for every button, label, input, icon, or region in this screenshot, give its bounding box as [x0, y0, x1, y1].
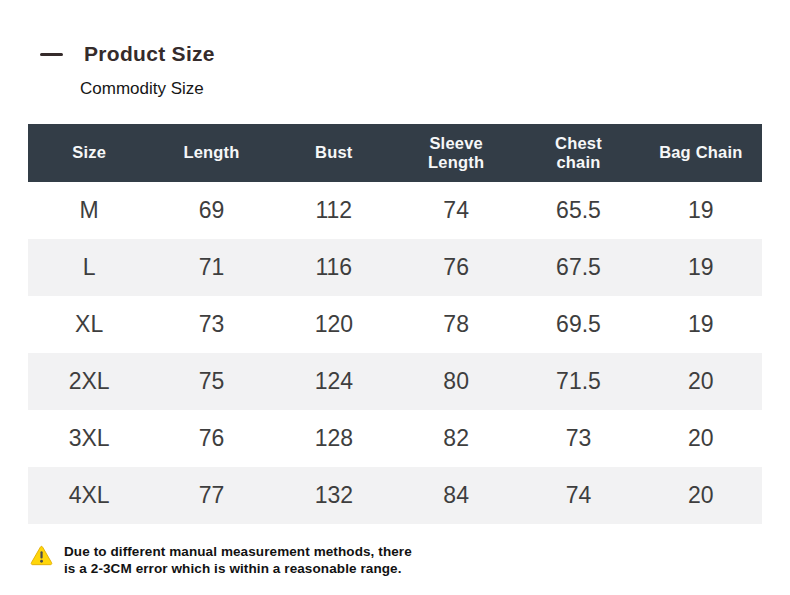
table-row-2xl: 2XL 75 124 80 71.5 20: [28, 353, 762, 410]
cell-bust: 116: [273, 239, 395, 296]
cell-chest-chain: 69.5: [517, 296, 639, 353]
cell-bust: 120: [273, 296, 395, 353]
measurement-disclaimer: Due to different manual measurement meth…: [30, 544, 790, 578]
table-row-m: M 69 112 74 65.5 19: [28, 182, 762, 239]
size-table: Size Length Bust Sleeve Length Chest cha…: [28, 124, 762, 524]
size-table-body: M 69 112 74 65.5 19 L 71 116 76 67.5 19 …: [28, 182, 762, 524]
section-title-row: Product Size: [40, 42, 790, 66]
cell-chest-chain: 73: [517, 410, 639, 467]
page-title: Product Size: [84, 42, 215, 66]
size-chart-page: Product Size Commodity Size Size Length …: [0, 42, 790, 595]
cell-chest-chain: 65.5: [517, 182, 639, 239]
cell-length: 69: [150, 182, 272, 239]
table-row-l: L 71 116 76 67.5 19: [28, 239, 762, 296]
page-subtitle: Commodity Size: [80, 79, 790, 99]
cell-bag-chain: 20: [640, 410, 762, 467]
cell-bag-chain: 20: [640, 467, 762, 524]
table-row-xl: XL 73 120 78 69.5 19: [28, 296, 762, 353]
disclaimer-line-1: Due to different manual measurement meth…: [64, 544, 412, 559]
cell-size: 4XL: [28, 467, 150, 524]
column-header-bust: Bust: [273, 124, 395, 182]
cell-bag-chain: 19: [640, 296, 762, 353]
cell-sleeve-length: 82: [395, 410, 517, 467]
cell-sleeve-length: 76: [395, 239, 517, 296]
cell-size: XL: [28, 296, 150, 353]
column-header-chest-chain: Chest chain: [517, 124, 639, 182]
cell-chest-chain: 74: [517, 467, 639, 524]
cell-length: 71: [150, 239, 272, 296]
cell-length: 77: [150, 467, 272, 524]
cell-length: 76: [150, 410, 272, 467]
cell-bag-chain: 20: [640, 353, 762, 410]
cell-size: M: [28, 182, 150, 239]
cell-chest-chain: 67.5: [517, 239, 639, 296]
cell-bust: 112: [273, 182, 395, 239]
cell-sleeve-length: 78: [395, 296, 517, 353]
cell-sleeve-length: 84: [395, 467, 517, 524]
disclaimer-text: Due to different manual measurement meth…: [64, 544, 412, 578]
cell-length: 75: [150, 353, 272, 410]
cell-bust: 132: [273, 467, 395, 524]
disclaimer-line-2: is a 2-3CM error which is within a reaso…: [64, 561, 402, 576]
table-row-4xl: 4XL 77 132 84 74 20: [28, 467, 762, 524]
column-header-length: Length: [150, 124, 272, 182]
cell-bag-chain: 19: [640, 182, 762, 239]
header-row: Size Length Bust Sleeve Length Chest cha…: [28, 124, 762, 182]
cell-bag-chain: 19: [640, 239, 762, 296]
column-header-size: Size: [28, 124, 150, 182]
cell-sleeve-length: 74: [395, 182, 517, 239]
title-dash-icon: [40, 53, 63, 56]
column-header-sleeve-length: Sleeve Length: [395, 124, 517, 182]
warning-triangle-icon: [30, 545, 53, 566]
column-header-bag-chain: Bag Chain: [640, 124, 762, 182]
cell-bust: 124: [273, 353, 395, 410]
cell-sleeve-length: 80: [395, 353, 517, 410]
cell-length: 73: [150, 296, 272, 353]
cell-bust: 128: [273, 410, 395, 467]
cell-size: L: [28, 239, 150, 296]
table-row-3xl: 3XL 76 128 82 73 20: [28, 410, 762, 467]
size-table-header: Size Length Bust Sleeve Length Chest cha…: [28, 124, 762, 182]
cell-size: 3XL: [28, 410, 150, 467]
cell-chest-chain: 71.5: [517, 353, 639, 410]
cell-size: 2XL: [28, 353, 150, 410]
